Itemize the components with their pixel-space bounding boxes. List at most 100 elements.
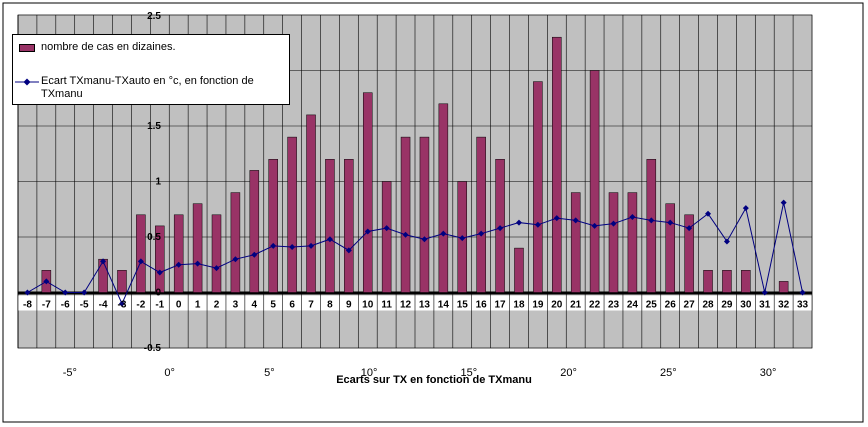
bar <box>400 136 411 293</box>
y-tick-label: 1 <box>155 177 161 188</box>
secondary-x-tick-label: 15° <box>461 367 478 379</box>
legend-bar-label: nombre de cas en dizaines. <box>41 41 176 53</box>
line-marker <box>81 289 88 296</box>
line-marker <box>610 220 617 227</box>
legend-item-line: Ecart TXmanu-TXauto en °c, en fonction d… <box>13 75 291 101</box>
bar <box>362 92 373 293</box>
y-tick-label: 0.5 <box>147 232 161 243</box>
x-tick-label: 15 <box>457 300 469 311</box>
line-marker <box>440 230 447 237</box>
x-tick-label: 25 <box>646 300 658 311</box>
secondary-x-tick-label: 30° <box>760 367 777 379</box>
line-marker <box>137 258 144 265</box>
bar <box>514 247 524 293</box>
x-tick-label: 27 <box>684 300 696 311</box>
x-tick-label: 30 <box>740 300 752 311</box>
line-marker <box>194 260 201 267</box>
bar <box>211 214 222 293</box>
bar <box>608 192 619 293</box>
bar <box>570 192 581 293</box>
bar <box>173 214 184 293</box>
line-marker <box>62 289 69 296</box>
secondary-x-tick-label: 5° <box>264 367 275 379</box>
line-marker <box>591 222 598 229</box>
line-marker <box>43 278 50 285</box>
x-tick-label: 22 <box>589 300 601 311</box>
x-tick-label: 5 <box>270 300 276 311</box>
bar <box>778 281 789 293</box>
secondary-x-tick-label: 25° <box>660 367 677 379</box>
bar <box>438 103 449 293</box>
bar <box>344 159 354 293</box>
line-marker <box>326 236 333 243</box>
x-tick-label: 6 <box>289 300 295 311</box>
bar <box>192 203 203 293</box>
line-marker <box>497 225 504 232</box>
x-tick-label: 14 <box>438 300 450 311</box>
x-tick-label: 21 <box>570 300 582 311</box>
line-marker <box>213 265 220 272</box>
x-tick-label: 3 <box>233 300 239 311</box>
line-marker <box>345 247 352 254</box>
x-tick-label: 20 <box>551 300 563 311</box>
line-marker <box>742 205 749 212</box>
bar <box>268 159 278 293</box>
x-tick-label: -5 <box>80 300 89 311</box>
x-tick-label: 26 <box>665 300 677 311</box>
secondary-x-tick-label: -5° <box>63 367 77 379</box>
secondary-x-tick-label: 10° <box>361 367 378 379</box>
bar <box>533 81 543 293</box>
line-marker <box>383 225 390 232</box>
y-tick-label: 0 <box>155 288 161 299</box>
x-tick-label: 10 <box>362 300 374 311</box>
x-tick-label: 4 <box>252 300 258 311</box>
x-tick-label: 19 <box>532 300 544 311</box>
x-tick-label: -1 <box>155 300 164 311</box>
bar <box>230 192 241 293</box>
x-tick-label: 8 <box>327 300 333 311</box>
bar <box>589 70 600 293</box>
bar <box>703 270 713 293</box>
bar <box>684 214 694 293</box>
bar <box>665 203 675 293</box>
bar <box>476 136 486 293</box>
bar <box>722 270 732 293</box>
bar <box>552 36 562 293</box>
secondary-x-tick-label: 20° <box>560 367 577 379</box>
line-marker <box>667 219 674 226</box>
x-tick-label: 16 <box>476 300 488 311</box>
line-marker <box>421 236 428 243</box>
x-tick-label: -3 <box>118 300 127 311</box>
bar <box>381 181 392 293</box>
line-marker <box>478 230 485 237</box>
x-tick-label: -4 <box>99 300 108 311</box>
bar-series <box>41 36 789 293</box>
line-marker <box>705 210 712 217</box>
x-tick-label: 28 <box>702 300 714 311</box>
x-tick-label: 0 <box>176 300 182 311</box>
legend-line-label: Ecart TXmanu-TXauto en °c, en fonction d… <box>41 75 254 100</box>
bar <box>419 136 430 293</box>
line-marker <box>100 258 107 265</box>
line-marker <box>175 261 182 268</box>
line-marker <box>553 215 560 222</box>
x-tick-label: 7 <box>308 300 314 311</box>
x-tick-label: 13 <box>419 300 431 311</box>
x-tick-label: 18 <box>513 300 525 311</box>
bar <box>325 159 335 293</box>
x-tick-label: 32 <box>778 300 790 311</box>
line-series <box>24 199 806 307</box>
x-tick-label: -7 <box>42 300 51 311</box>
y-tick-label: -0.5 <box>144 343 162 354</box>
bar <box>136 214 146 293</box>
bar <box>646 159 657 293</box>
line-path <box>27 202 804 305</box>
line-marker <box>251 251 258 258</box>
axes <box>17 15 813 348</box>
bar <box>117 270 127 293</box>
legend-item-bar: nombre de cas en dizaines. <box>13 41 176 54</box>
line-marker <box>364 228 371 235</box>
x-tick-label: 11 <box>381 300 392 311</box>
bar <box>741 270 751 293</box>
legend: nombre de cas en dizaines. Ecart TXmanu-… <box>12 34 290 105</box>
